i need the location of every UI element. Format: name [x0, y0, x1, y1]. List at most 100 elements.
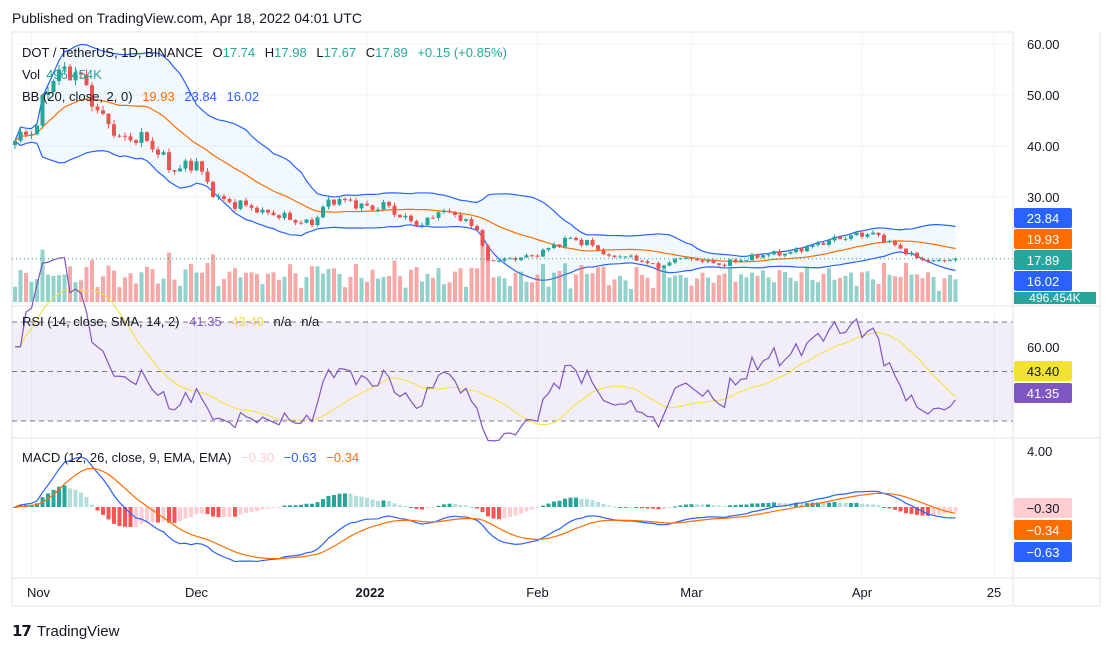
- macd-label[interactable]: MACD (12, 26, close, 9, EMA, EMA): [22, 450, 232, 465]
- candle: [420, 222, 424, 229]
- volume-bar: [123, 277, 127, 302]
- candle-body: [475, 226, 479, 231]
- rsi-badge-bg: [1014, 383, 1072, 403]
- candle: [601, 248, 606, 255]
- price-badge: 16.02: [1027, 274, 1060, 289]
- candle: [79, 71, 83, 80]
- volume-bar: [662, 269, 666, 302]
- candle: [689, 257, 694, 261]
- macd-hist-bar: [744, 504, 749, 507]
- candle: [167, 148, 171, 173]
- candle: [293, 219, 298, 225]
- candle: [277, 214, 281, 221]
- volume-bar: [57, 275, 61, 302]
- candle-body: [684, 257, 688, 259]
- candle-body: [359, 203, 364, 209]
- volume-bar: [370, 269, 375, 302]
- candle-body: [810, 244, 815, 247]
- bb-label[interactable]: BB (20, close, 2, 0): [22, 89, 133, 104]
- volume-bar: [288, 264, 292, 302]
- macd-hist-bar: [766, 502, 771, 507]
- ohlc-low: L17.67: [316, 45, 357, 60]
- candle-body: [695, 259, 699, 261]
- candle: [464, 218, 468, 223]
- candle: [546, 247, 551, 252]
- candle: [398, 214, 402, 218]
- volume-bar: [46, 274, 50, 302]
- volume-bar: [453, 271, 457, 302]
- candle: [700, 258, 705, 264]
- candle: [414, 219, 419, 227]
- candle: [673, 257, 677, 265]
- volume-bar: [612, 279, 617, 302]
- volume-bar: [29, 281, 34, 302]
- macd-hist-bar: [816, 502, 820, 507]
- rsi-label[interactable]: RSI (14, close, SMA, 14, 2): [22, 314, 180, 329]
- candle-body: [266, 209, 270, 213]
- candle: [40, 93, 45, 129]
- candle: [783, 253, 787, 258]
- macd-hist-bar: [216, 507, 221, 518]
- volume-bar: [832, 279, 837, 302]
- candle-body: [343, 198, 347, 200]
- candle-body: [222, 196, 226, 199]
- candle: [150, 137, 155, 153]
- candle: [552, 242, 556, 250]
- candle: [651, 263, 655, 265]
- volume-bar: [156, 283, 160, 302]
- candle-body: [420, 225, 424, 227]
- macd-hist-bar: [821, 502, 826, 507]
- volume-label[interactable]: Vol: [22, 67, 41, 82]
- candle-body: [497, 260, 501, 262]
- candle: [502, 257, 507, 263]
- volume-bar: [343, 287, 347, 302]
- candle-body: [623, 256, 628, 258]
- candle: [332, 199, 336, 207]
- macd-badge: −0.63: [1027, 545, 1060, 560]
- price-badge: 17.89: [1027, 253, 1060, 268]
- volume-bar: [601, 266, 606, 302]
- tradingview-footer[interactable]: 𝟭𝟳 TradingView: [12, 622, 119, 641]
- volume-bar: [618, 275, 622, 302]
- volume-bar: [442, 284, 446, 302]
- macd-hist-bar: [101, 507, 105, 515]
- macd-hist-bar: [222, 507, 226, 518]
- candle: [216, 193, 221, 201]
- volume-bar: [513, 272, 518, 302]
- macd-hist-bar: [178, 507, 182, 522]
- macd-hist-bar: [728, 505, 732, 507]
- macd-hist-bar: [673, 506, 677, 508]
- candle: [612, 255, 617, 259]
- candle-body: [189, 160, 193, 171]
- candle: [656, 261, 661, 271]
- volume-bar: [799, 272, 804, 302]
- macd-hist-bar: [46, 493, 50, 507]
- volume-bar: [398, 276, 402, 302]
- volume-bar: [194, 272, 199, 302]
- macd-hist-bar: [618, 507, 622, 508]
- time-axis-label: 2022: [356, 585, 385, 600]
- candle: [13, 140, 17, 150]
- candle-body: [750, 254, 754, 261]
- candle-body: [876, 232, 881, 235]
- candle-body: [783, 253, 787, 256]
- volume-bar: [469, 267, 474, 302]
- macd-hist-bar: [530, 507, 534, 510]
- macd-hist-bar: [51, 489, 56, 507]
- symbol-label[interactable]: DOT / TetherUS, 1D, BINANCE: [22, 45, 203, 60]
- volume-bar: [623, 280, 628, 302]
- volume-bar: [475, 268, 479, 302]
- macd-hist-bar: [904, 507, 908, 514]
- macd-hist-bar: [68, 488, 72, 507]
- candle-body: [156, 149, 160, 155]
- macd-hist-bar: [326, 495, 331, 507]
- macd-hist-bar: [838, 502, 842, 507]
- macd-hist-bar: [172, 507, 177, 523]
- candle-body: [601, 249, 606, 255]
- macd-badge-bg: [1014, 542, 1072, 562]
- volume-bar: [656, 263, 661, 302]
- macd-hist-bar: [161, 507, 166, 522]
- candle: [667, 261, 672, 267]
- volume-bar: [491, 277, 496, 302]
